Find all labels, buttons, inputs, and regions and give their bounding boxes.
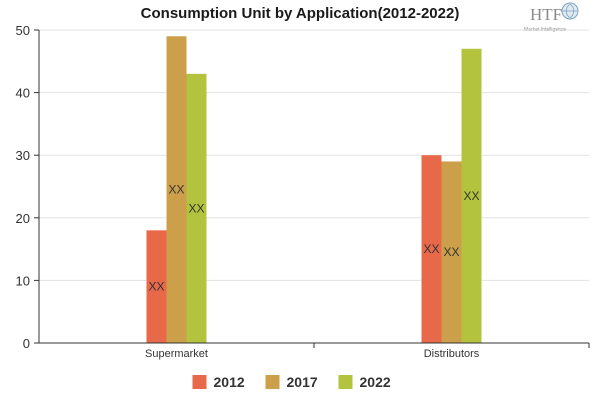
data-label: XX bbox=[168, 183, 184, 197]
bar bbox=[441, 161, 462, 343]
x-category-label: Distributors bbox=[424, 348, 480, 360]
bar bbox=[166, 36, 187, 343]
logo: HTF Market Intelligence bbox=[524, 2, 579, 33]
chart-title: Consumption Unit by Application(2012-202… bbox=[141, 5, 460, 22]
legend-swatch bbox=[338, 375, 353, 389]
data-label: XX bbox=[423, 242, 439, 256]
bar bbox=[461, 48, 482, 343]
globe-icon bbox=[561, 2, 579, 20]
gridlines bbox=[39, 29, 589, 281]
y-tick-label: 20 bbox=[16, 211, 30, 226]
y-tick-label: 50 bbox=[16, 23, 30, 38]
legend-label: 2012 bbox=[214, 374, 245, 390]
y-tick-label: 10 bbox=[16, 273, 30, 288]
data-label: XX bbox=[443, 245, 459, 259]
data-label: XX bbox=[463, 189, 479, 203]
y-tick-label: 30 bbox=[16, 148, 30, 163]
bar bbox=[186, 73, 207, 343]
bar bbox=[421, 155, 442, 343]
legend-label: 2022 bbox=[360, 374, 391, 390]
bars: XX XX XX XX XX XX bbox=[146, 36, 482, 343]
data-label: XX bbox=[148, 280, 164, 294]
legend: 2012 2017 2022 bbox=[192, 374, 391, 390]
legend-label: 2017 bbox=[287, 374, 318, 390]
axes: 0 10 20 30 40 50 Supermarket Distributors bbox=[16, 23, 590, 360]
legend-swatch bbox=[265, 375, 280, 389]
logo-text: HTF bbox=[530, 5, 562, 24]
y-tick-label: 0 bbox=[23, 336, 30, 351]
legend-swatch bbox=[192, 375, 207, 389]
y-tick-label: 40 bbox=[16, 86, 30, 101]
data-label: XX bbox=[188, 201, 204, 215]
x-category-label: Supermarket bbox=[145, 348, 208, 360]
bar bbox=[146, 230, 167, 343]
